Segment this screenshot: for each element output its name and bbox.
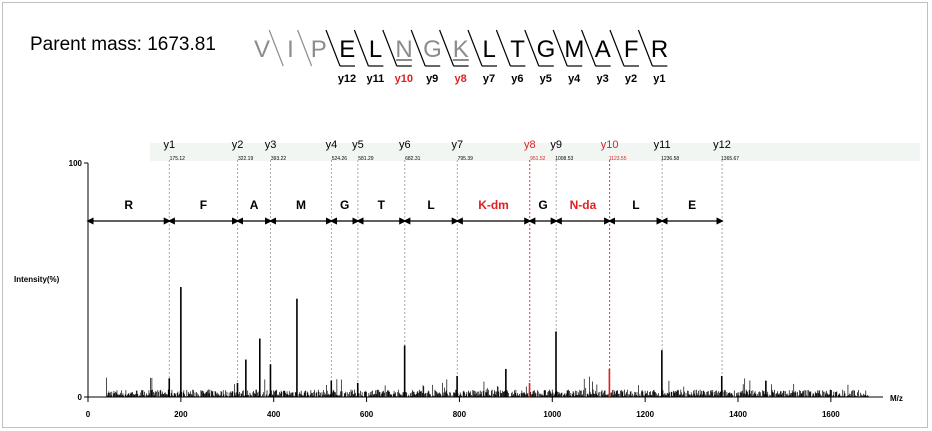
cleavage-line xyxy=(495,29,511,67)
x-tick-label: 600 xyxy=(360,410,374,419)
gap-label: L xyxy=(632,198,639,212)
ion-label: y2 xyxy=(232,139,244,151)
y-ion-label: y1 xyxy=(653,73,665,85)
residue-letter: G xyxy=(423,36,442,63)
ion-label: y3 xyxy=(265,139,277,151)
ion-mass-label: 1123.55 xyxy=(609,156,627,162)
ion-label: y4 xyxy=(326,139,338,151)
ion-label: y6 xyxy=(399,139,411,151)
x-tick-label: 400 xyxy=(267,410,281,419)
cleavage-line xyxy=(325,29,341,67)
x-axis-label: M/z xyxy=(890,394,903,403)
y-ion-label: y11 xyxy=(367,73,385,85)
ion-mass-label: 795.39 xyxy=(458,156,474,162)
x-tick-label: 1000 xyxy=(543,410,561,419)
x-tick-label: 1600 xyxy=(822,410,840,419)
y-tick-label: 100 xyxy=(69,159,83,168)
gap-label: M xyxy=(296,198,306,212)
ion-label: y11 xyxy=(654,139,671,151)
cleavage-line xyxy=(609,29,625,67)
residue-letter: F xyxy=(624,36,639,63)
ion-label: y9 xyxy=(550,139,562,151)
ion-mass-label: 175.12 xyxy=(170,156,186,162)
residue-letter: G xyxy=(537,36,556,63)
ion-mass-label: 1008.53 xyxy=(555,156,573,162)
cleavage-line xyxy=(410,29,426,67)
x-tick-label: 200 xyxy=(174,410,188,419)
residue-letter: A xyxy=(595,36,611,63)
gap-label: L xyxy=(427,198,434,212)
residue-letter: K xyxy=(453,36,469,63)
x-tick-label: 0 xyxy=(86,410,91,419)
y-axis-label: Intensity(%) xyxy=(14,275,60,284)
gap-label: A xyxy=(250,198,259,212)
cleavage-line xyxy=(353,29,369,67)
ion-mass-label: 682.31 xyxy=(405,156,421,162)
y-tick-label: 0 xyxy=(78,393,83,402)
ion-label: y12 xyxy=(713,139,731,151)
y-ion-label: y10 xyxy=(395,73,413,85)
ion-label: y7 xyxy=(451,139,463,151)
residue-letter: M xyxy=(564,36,584,63)
ion-mass-label: 393.22 xyxy=(271,156,287,162)
x-tick-label: 800 xyxy=(453,410,467,419)
y-ion-label: y12 xyxy=(338,73,356,85)
ion-label: y10 xyxy=(601,139,619,151)
gap-label: K-dm xyxy=(478,198,509,212)
y-ion-label: y5 xyxy=(540,73,552,85)
gap-label: G xyxy=(340,198,349,212)
cleavage-line xyxy=(297,29,313,67)
cleavage-line xyxy=(382,29,398,67)
ion-mass-label: 951.52 xyxy=(530,156,546,162)
cleavage-line xyxy=(637,29,653,67)
y-ion-label: y8 xyxy=(454,73,466,85)
x-tick-label: 1200 xyxy=(636,410,654,419)
ion-label: y5 xyxy=(352,139,364,151)
ion-mass-label: 1365.67 xyxy=(721,156,739,162)
ion-mass-label: 524.26 xyxy=(332,156,348,162)
cleavage-line xyxy=(524,29,540,67)
residue-letter: E xyxy=(339,36,355,63)
cleavage-line xyxy=(467,29,483,67)
gap-label: G xyxy=(538,198,547,212)
ion-mass-label: 1236.58 xyxy=(661,156,679,162)
gap-label: T xyxy=(378,198,386,212)
gap-label: F xyxy=(200,198,207,212)
residue-letter: I xyxy=(287,36,294,63)
y-ion-label: y3 xyxy=(596,73,608,85)
ion-label: y8 xyxy=(524,139,536,151)
gap-label: E xyxy=(688,198,696,212)
residue-letter: P xyxy=(311,36,327,63)
residue-letter: L xyxy=(369,36,382,63)
y-ion-label: y2 xyxy=(625,73,637,85)
ion-mass-label: 322.19 xyxy=(238,156,254,162)
gap-label: N-da xyxy=(570,198,597,212)
residue-letter: R xyxy=(651,36,668,63)
y-ion-label: y6 xyxy=(511,73,523,85)
y-ion-label: y9 xyxy=(426,73,438,85)
cleavage-line xyxy=(439,29,455,67)
cleavage-line xyxy=(581,29,597,67)
cleavage-line xyxy=(268,29,284,67)
parent-mass-label: Parent mass: 1673.81 xyxy=(30,34,216,55)
ion-mass-label: 581.29 xyxy=(358,156,374,162)
residue-letter: N xyxy=(395,36,412,63)
y-ion-label: y7 xyxy=(483,73,495,85)
y-ion-label: y4 xyxy=(568,73,581,85)
x-tick-label: 1400 xyxy=(729,410,747,419)
label-band xyxy=(150,143,920,161)
residue-letter: L xyxy=(483,36,496,63)
residue-letter: T xyxy=(510,36,525,63)
cleavage-line xyxy=(552,29,568,67)
gap-label: R xyxy=(124,198,133,212)
ion-label: y1 xyxy=(163,139,175,151)
residue-letter: V xyxy=(254,36,270,63)
